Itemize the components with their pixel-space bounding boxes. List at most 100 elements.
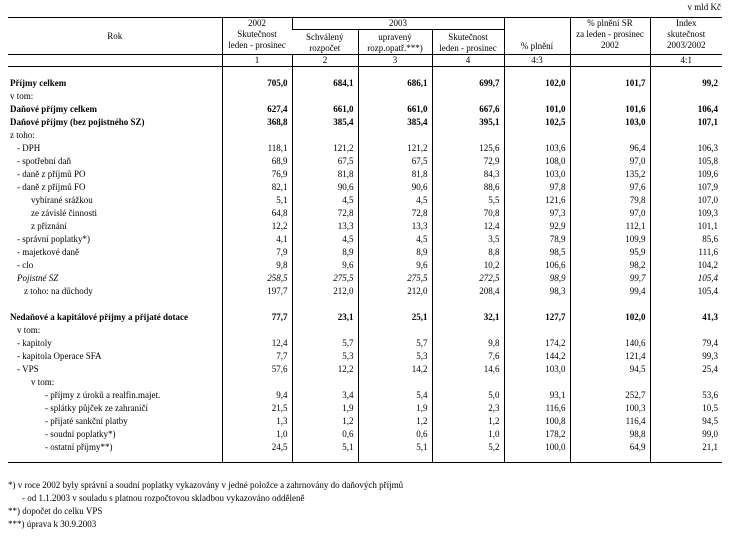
value-cell: 5,7 <box>357 337 432 350</box>
footnotes: *) v roce 2002 byly správní a soudní pop… <box>8 479 403 531</box>
value: 1,2 <box>488 416 500 426</box>
table-header: Rok 2002 Skutečnost leden - prosinec 2003% p… <box>8 17 723 67</box>
row-label-cell: - soudní poplatky*) <box>8 428 222 441</box>
value: 12,2 <box>271 221 288 231</box>
header-text: 2002 <box>248 18 266 29</box>
value-cell: 4,5 <box>357 233 432 246</box>
value-cell: 101,7 <box>569 66 651 90</box>
value-cell: 79,4 <box>649 337 723 350</box>
value: 90,6 <box>337 182 354 192</box>
value: 103,0 <box>545 169 566 179</box>
value-cell: 67,5 <box>357 155 432 168</box>
row-label-cell: - přijaté sankční platby <box>8 415 222 428</box>
revenue-table: Rok 2002 Skutečnost leden - prosinec 2003% p… <box>8 17 723 463</box>
value: 95,9 <box>629 247 646 257</box>
header-cell: upravený rozp.opatř.***) <box>357 29 432 55</box>
value-cell <box>431 129 505 142</box>
table-row: Daňové příjmy celkem 627,4 661,0 661,0 667,6… <box>8 103 723 116</box>
value: 94,5 <box>702 416 719 426</box>
value: 102,0 <box>625 312 646 322</box>
value: 64,9 <box>629 442 646 452</box>
table-row: - soudní poplatky*) 1,0 0,6 0,6 1,0 178,2 98,8… <box>8 428 723 441</box>
value: 67,5 <box>411 156 428 166</box>
header-row: Rok 2002 Skutečnost leden - prosinec 2003% p… <box>8 17 723 55</box>
header-cell: 2003 <box>291 17 505 30</box>
value-cell: 208,4 <box>431 285 505 298</box>
value-cell <box>357 376 432 389</box>
value: 21,5 <box>271 403 288 413</box>
value-cell: 67,5 <box>291 155 358 168</box>
value: 125,6 <box>479 143 500 153</box>
value: 98,5 <box>549 247 566 257</box>
value: 121,6 <box>545 195 566 205</box>
value-cell: 81,8 <box>357 168 432 181</box>
value-cell: 108,0 <box>503 155 571 168</box>
table-row: Daňové příjmy (bez pojistného SZ) 368,8 38… <box>8 116 723 129</box>
value-cell: 84,3 <box>431 168 505 181</box>
table-row: ze závislé činnosti 64,8 72,8 72,8 70,8 97,3 9… <box>8 207 723 220</box>
value-cell: 105,4 <box>649 285 723 298</box>
value-cell <box>649 324 723 337</box>
header-cell: 2002 Skutečnost leden - prosinec <box>221 17 292 55</box>
row-label-cell: Pojistné SZ <box>8 272 222 285</box>
value-cell: 98,2 <box>569 259 651 272</box>
value-cell <box>503 376 571 389</box>
row-label-cell: - daně z příjmů PO <box>8 168 222 181</box>
value: 1,9 <box>342 403 354 413</box>
row-label: ze závislé činnosti <box>31 208 97 218</box>
value-cell: 252,7 <box>569 389 651 402</box>
value: 99,7 <box>629 273 646 283</box>
value-cell: 90,6 <box>291 181 358 194</box>
value-cell: 97,0 <box>569 155 651 168</box>
value: 92,9 <box>549 221 566 231</box>
value-cell: 1,9 <box>291 402 358 415</box>
table-row: - daně z příjmů PO 76,9 81,8 81,8 84,3 103,0 1… <box>8 168 723 181</box>
header-cell: 3 <box>357 54 432 67</box>
value: 135,2 <box>625 169 646 179</box>
value-cell: 116,6 <box>503 402 571 415</box>
value: 5,3 <box>342 351 354 361</box>
value-cell: 24,5 <box>221 441 292 463</box>
value: 13,3 <box>337 221 354 231</box>
value-cell: 101,6 <box>569 103 651 116</box>
header-cell: 4:3 <box>503 54 571 67</box>
value-cell <box>431 90 505 103</box>
value-cell: 2,3 <box>431 402 505 415</box>
table-row: - kapitola Operace SFA 7,7 5,3 5,3 7,6 144,2 1… <box>8 350 723 363</box>
value-cell: 686,1 <box>357 66 432 90</box>
value: 102,5 <box>545 117 566 127</box>
value: 1,2 <box>416 416 428 426</box>
value: 5,4 <box>416 390 428 400</box>
value-cell <box>431 324 505 337</box>
row-label-cell: - správní poplatky*) <box>8 233 222 246</box>
value: 258,5 <box>267 273 288 283</box>
value: 1,2 <box>342 416 354 426</box>
row-label: - příjmy z úroků a realfin.majet. <box>45 390 161 400</box>
value: 77,7 <box>271 312 288 322</box>
value-cell <box>291 90 358 103</box>
value: 13,3 <box>411 221 428 231</box>
value: 41,3 <box>702 312 719 322</box>
value: 99,3 <box>702 351 719 361</box>
header-cell <box>8 54 222 67</box>
value-cell: 76,9 <box>221 168 292 181</box>
value: 97,8 <box>549 182 566 192</box>
value-cell <box>431 376 505 389</box>
value: 275,5 <box>407 273 428 283</box>
value: 10,5 <box>702 403 719 413</box>
value-cell <box>569 324 651 337</box>
header-text: 2003 <box>389 18 407 29</box>
value-cell: 5,1 <box>221 194 292 207</box>
value: 85,6 <box>702 234 719 244</box>
value: 24,5 <box>271 442 288 452</box>
value-cell: 64,8 <box>221 207 292 220</box>
row-label-cell: - majetkové daně <box>8 246 222 259</box>
value: 1,9 <box>416 403 428 413</box>
value-cell: 94,5 <box>569 363 651 376</box>
value-cell: 8,9 <box>357 246 432 259</box>
header-cell: Rok <box>8 17 222 55</box>
value-cell <box>221 324 292 337</box>
value: 106,6 <box>545 260 566 270</box>
value: 10,2 <box>483 260 500 270</box>
value-cell: 12,2 <box>291 363 358 376</box>
